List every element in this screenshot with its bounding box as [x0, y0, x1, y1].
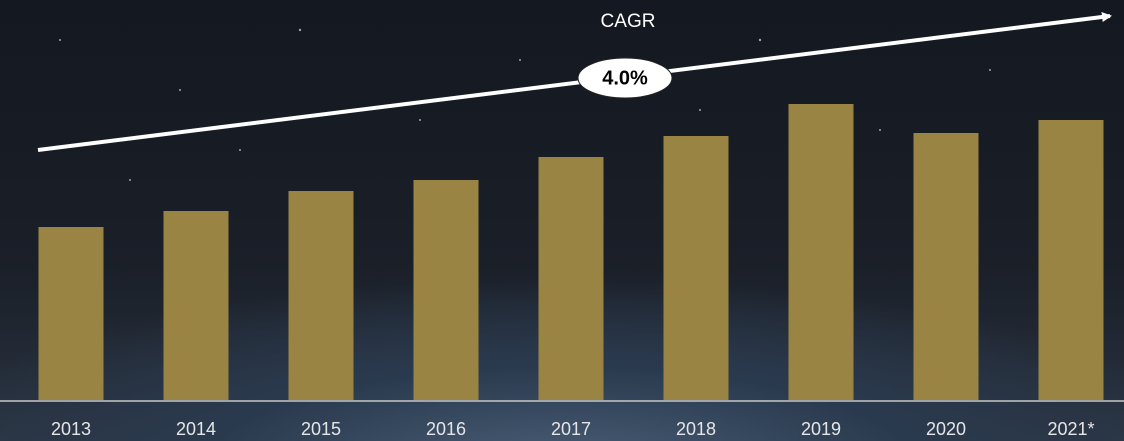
bar: [289, 191, 354, 400]
bar: [539, 157, 604, 400]
bar: [164, 211, 229, 400]
cagr-label: CAGR: [601, 11, 656, 32]
bar: [664, 136, 729, 400]
x-tick-label: 2021*: [1047, 419, 1094, 439]
x-tick-label: 2018: [676, 419, 716, 439]
x-tick-label: 2016: [426, 419, 466, 439]
bar: [39, 227, 104, 400]
x-tick-label: 2019: [801, 419, 841, 439]
x-tick-label: 2015: [301, 419, 341, 439]
bar: [1039, 120, 1104, 400]
x-tick-label: 2013: [51, 419, 91, 439]
x-tick-label: 2014: [176, 419, 216, 439]
bar: [414, 180, 479, 400]
cagr-arrow: [38, 16, 1110, 150]
x-tick-label: 2020: [926, 419, 966, 439]
x-tick-label: 2017: [551, 419, 591, 439]
chart-background: CAGR 4.0% 2013 2014 2015 2016 2017 2018 2019 20…: [0, 0, 1124, 441]
bar: [914, 133, 979, 400]
cagr-value: 4.0%: [602, 67, 648, 89]
chart: CAGR 4.0% 2013 2014 2015 2016 2017 2018 2019 20…: [0, 0, 1124, 441]
bar: [789, 104, 854, 400]
